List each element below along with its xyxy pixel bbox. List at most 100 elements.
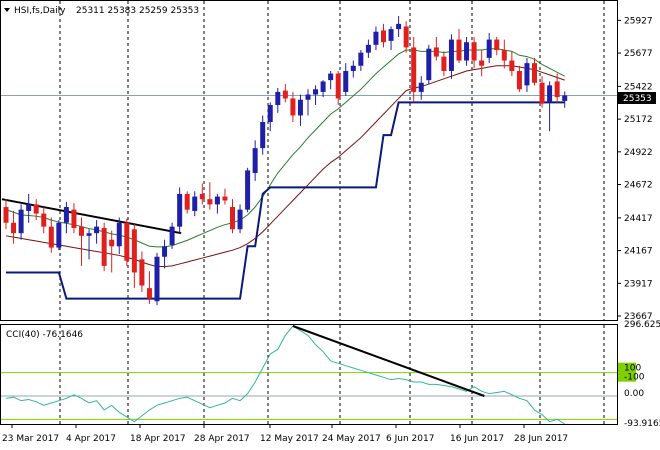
time-axis: 23 Mar 2017 4 Apr 2017 18 Apr 2017 28 Apr 2… xyxy=(2,424,568,444)
candle-body xyxy=(48,226,54,248)
cci-level-badge xyxy=(618,362,636,373)
candle-body xyxy=(388,29,394,41)
symbol-label: HSI,fs,Daily xyxy=(14,6,66,16)
candle-body xyxy=(214,196,220,205)
price-tick-label: 23667 xyxy=(624,312,653,322)
candle-body xyxy=(177,193,183,227)
candle-body xyxy=(547,85,553,103)
cci-level-badge xyxy=(618,371,636,382)
candle-body xyxy=(335,73,341,99)
candle-body xyxy=(56,222,62,248)
candle-body xyxy=(139,259,145,286)
current-price-tag: 25353 xyxy=(618,92,656,104)
time-tick-label: 28 Jun 2017 xyxy=(514,434,568,444)
candle-body xyxy=(501,50,507,61)
cci-line xyxy=(5,325,565,425)
time-tick-label: 6 Jun 2017 xyxy=(386,434,434,444)
price-tick-label: 25172 xyxy=(624,115,653,125)
moving-averages xyxy=(5,48,565,300)
price-axis: 25927 25677 25422 25172 24922 24672 24417 24167… xyxy=(617,16,653,322)
price-tick-label: 24922 xyxy=(624,148,653,158)
candle-body xyxy=(252,148,258,174)
cci-axis-label: -100 xyxy=(624,373,645,383)
candle-body xyxy=(441,56,447,71)
candle-body xyxy=(358,52,364,66)
candle-body xyxy=(11,222,17,234)
candle-body xyxy=(154,256,160,302)
candle-body xyxy=(350,65,356,71)
current-price-value: 25353 xyxy=(623,94,652,104)
header: HSI,fs,Daily 25311 25383 25259 25353 xyxy=(4,6,199,16)
candle-body xyxy=(184,193,190,210)
candle-body xyxy=(116,222,122,247)
cci-axis-label: -93.9165 xyxy=(624,419,660,429)
price-tick-label: 24167 xyxy=(624,247,653,257)
candle-body xyxy=(433,47,439,57)
cci-trendline xyxy=(292,325,485,397)
candle-body xyxy=(448,39,454,71)
cci-axis-label: 100 xyxy=(624,364,641,374)
candle-body xyxy=(562,95,568,101)
time-tick-label: 24 May 2017 xyxy=(322,434,381,444)
price-tick-label: 24417 xyxy=(624,214,653,224)
candle-body xyxy=(403,26,409,48)
price-panel-frame xyxy=(0,0,618,321)
candle-body xyxy=(464,42,470,61)
candle-body xyxy=(456,39,462,61)
candle-body xyxy=(381,30,386,43)
candle-body xyxy=(237,209,243,230)
candle-body xyxy=(554,81,560,98)
candle-body xyxy=(305,94,311,100)
candle-body xyxy=(396,23,402,30)
indicator-panel-frame xyxy=(0,324,618,425)
candle-body xyxy=(192,196,198,211)
candle-body xyxy=(3,207,9,223)
trendlines xyxy=(1,198,182,235)
price-tick-label: 23917 xyxy=(624,279,653,289)
price-tick-label: 25927 xyxy=(624,16,653,26)
dropdown-triangle-icon[interactable] xyxy=(4,8,10,12)
candle-body xyxy=(509,60,515,71)
candle-body xyxy=(532,63,537,83)
candle-body xyxy=(26,204,32,211)
candle-body xyxy=(524,63,530,86)
candle-body xyxy=(260,121,266,149)
candle-body xyxy=(479,60,485,66)
candle-body xyxy=(41,213,47,227)
candle-body xyxy=(94,226,100,234)
candle-body xyxy=(343,70,349,92)
candle-body xyxy=(79,226,84,236)
candle-body xyxy=(282,90,288,99)
cci-panel xyxy=(1,325,617,425)
candle-body xyxy=(471,42,477,61)
cci-axis-label: 0.00 xyxy=(624,389,644,399)
candle-body xyxy=(71,209,77,228)
ohlc-values: 25311 25383 25259 25353 xyxy=(76,6,199,16)
candle-body xyxy=(290,98,296,116)
candle-body xyxy=(245,170,251,210)
candle-body xyxy=(109,239,115,247)
candle-body xyxy=(86,233,92,236)
candle-body xyxy=(297,99,303,116)
candles xyxy=(3,16,568,306)
candle-body xyxy=(169,226,175,245)
time-tick-label: 4 Apr 2017 xyxy=(66,434,116,444)
indicator-label: CCI(40) -76.1646 xyxy=(6,330,83,340)
candle-body xyxy=(411,47,417,92)
candle-body xyxy=(373,31,379,45)
price-tick-label: 25677 xyxy=(624,49,653,59)
time-tick-label: 16 Jun 2017 xyxy=(450,434,504,444)
ma-slow-line xyxy=(5,65,565,268)
candle-body xyxy=(230,207,235,230)
price-trendline xyxy=(1,198,182,235)
candle-body xyxy=(516,70,522,90)
candle-body xyxy=(539,82,545,104)
candle-body xyxy=(146,288,152,299)
candle-body xyxy=(18,209,24,234)
ma-fast-line xyxy=(5,48,565,248)
candle-body xyxy=(494,39,500,51)
candle-body xyxy=(222,196,228,201)
